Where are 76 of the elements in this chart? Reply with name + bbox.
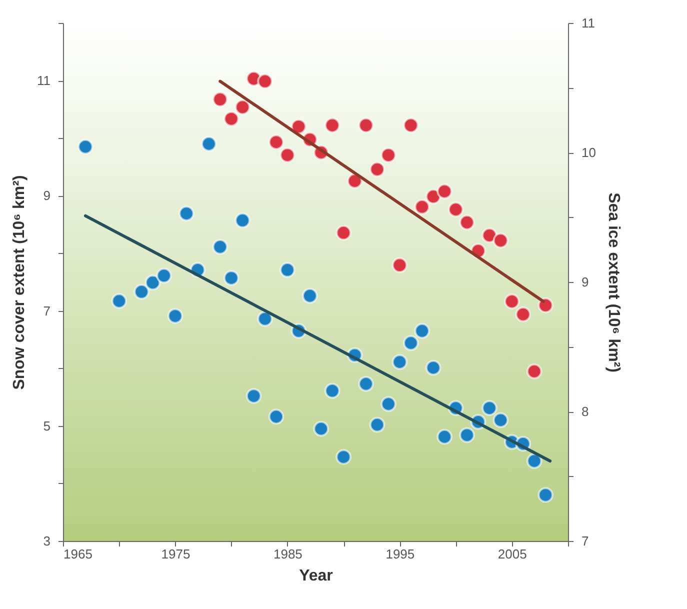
point <box>144 274 161 290</box>
x-tick-label: 1995 <box>386 546 415 562</box>
y2-tick-label: 8 <box>582 404 589 419</box>
point <box>436 428 452 445</box>
point <box>482 400 498 416</box>
x-tick-label: 2005 <box>498 546 527 562</box>
point <box>436 183 452 200</box>
point <box>526 363 542 380</box>
point <box>246 388 262 404</box>
point <box>78 138 94 155</box>
y-tick-label: 3 <box>43 534 50 548</box>
point <box>492 412 509 428</box>
point <box>257 310 273 327</box>
y-tick-label: 9 <box>43 188 50 204</box>
point <box>280 262 296 278</box>
point <box>212 239 228 255</box>
x-tick-label: 1965 <box>64 546 92 562</box>
point <box>459 427 475 443</box>
point <box>223 270 240 286</box>
x-tick-label: 1985 <box>273 546 302 562</box>
x-axis-title: Year <box>299 568 333 584</box>
point <box>167 308 184 324</box>
point <box>290 118 307 134</box>
point <box>369 161 386 178</box>
point <box>448 202 464 218</box>
y-axis-title: Snow cover extent (10⁶ km²) <box>11 175 28 390</box>
point <box>346 173 363 189</box>
point <box>324 382 340 399</box>
y-tick-label: 5 <box>43 418 50 434</box>
point <box>504 294 520 310</box>
point <box>538 487 554 503</box>
point <box>402 117 419 134</box>
y2-tick-label: 9 <box>582 274 589 290</box>
point <box>212 92 228 108</box>
y2-axis-title: Sea ice extent (10⁶ km²) <box>604 192 622 372</box>
point <box>336 224 352 241</box>
point <box>380 396 396 412</box>
point <box>268 408 284 425</box>
point <box>156 268 172 284</box>
point <box>482 228 498 244</box>
y2-tick-label: 10 <box>582 145 596 160</box>
point <box>492 232 509 248</box>
point <box>392 354 408 370</box>
point <box>414 199 430 215</box>
point <box>111 293 128 309</box>
point <box>257 73 273 90</box>
point <box>324 117 340 134</box>
point <box>178 206 194 222</box>
point <box>200 136 217 152</box>
point <box>526 453 542 469</box>
y-tick-label: 7 <box>43 303 50 318</box>
point <box>459 214 475 230</box>
point <box>358 376 374 392</box>
point <box>414 323 430 339</box>
y-tick-label: 11 <box>37 73 50 88</box>
point <box>313 420 330 437</box>
point <box>134 284 150 300</box>
point <box>234 99 250 116</box>
point <box>336 449 352 465</box>
x-tick-label: 1975 <box>161 546 190 562</box>
point <box>380 147 396 163</box>
point <box>369 416 386 433</box>
point <box>425 188 442 204</box>
point <box>402 335 419 351</box>
point <box>538 297 554 314</box>
y2-tick-label: 7 <box>582 534 589 548</box>
point <box>234 212 250 228</box>
point <box>268 134 284 150</box>
point <box>358 117 374 134</box>
point <box>280 147 296 163</box>
point <box>392 257 408 274</box>
y2-tick-label: 11 <box>582 16 595 30</box>
point <box>425 360 442 376</box>
point <box>515 306 532 322</box>
point <box>223 110 240 127</box>
point <box>302 288 318 304</box>
